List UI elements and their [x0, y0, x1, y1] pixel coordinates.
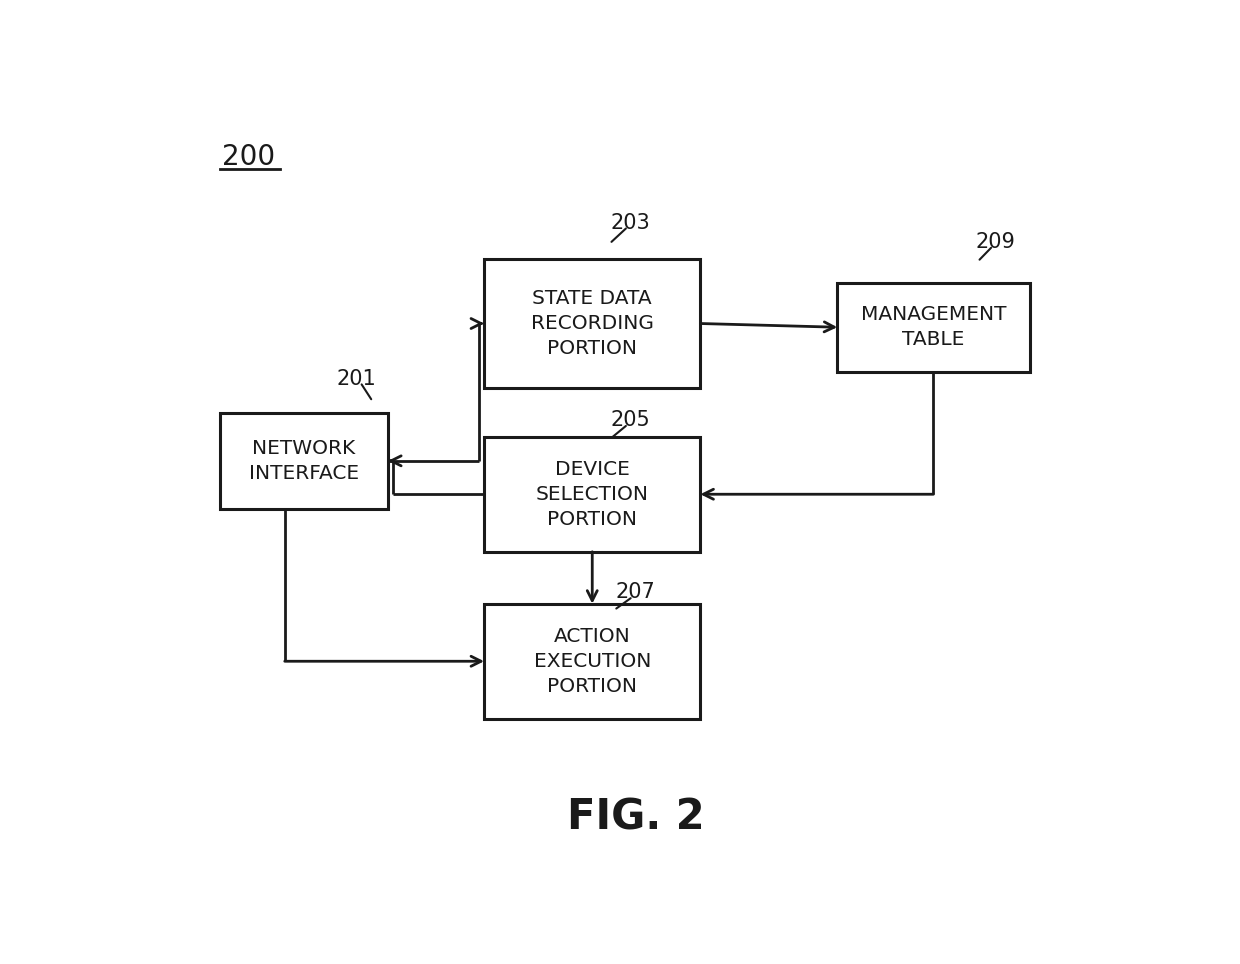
Text: STATE DATA
RECORDING
PORTION: STATE DATA RECORDING PORTION	[531, 289, 653, 358]
Text: MANAGEMENT
TABLE: MANAGEMENT TABLE	[861, 306, 1006, 349]
Text: 201: 201	[337, 369, 377, 389]
Bar	[484, 437, 701, 551]
Text: 205: 205	[611, 410, 651, 430]
Text: NETWORK
INTERFACE: NETWORK INTERFACE	[249, 439, 360, 483]
Text: FIG. 2: FIG. 2	[567, 796, 704, 838]
Bar	[219, 413, 388, 509]
Text: 209: 209	[976, 232, 1016, 252]
Bar	[837, 282, 1029, 372]
Text: 203: 203	[611, 213, 651, 233]
Text: 207: 207	[615, 582, 656, 602]
Text: ACTION
EXECUTION
PORTION: ACTION EXECUTION PORTION	[533, 627, 651, 696]
Bar	[484, 603, 701, 719]
Bar	[484, 258, 701, 388]
Text: 200: 200	[222, 143, 275, 171]
Text: DEVICE
SELECTION
PORTION: DEVICE SELECTION PORTION	[536, 460, 649, 528]
